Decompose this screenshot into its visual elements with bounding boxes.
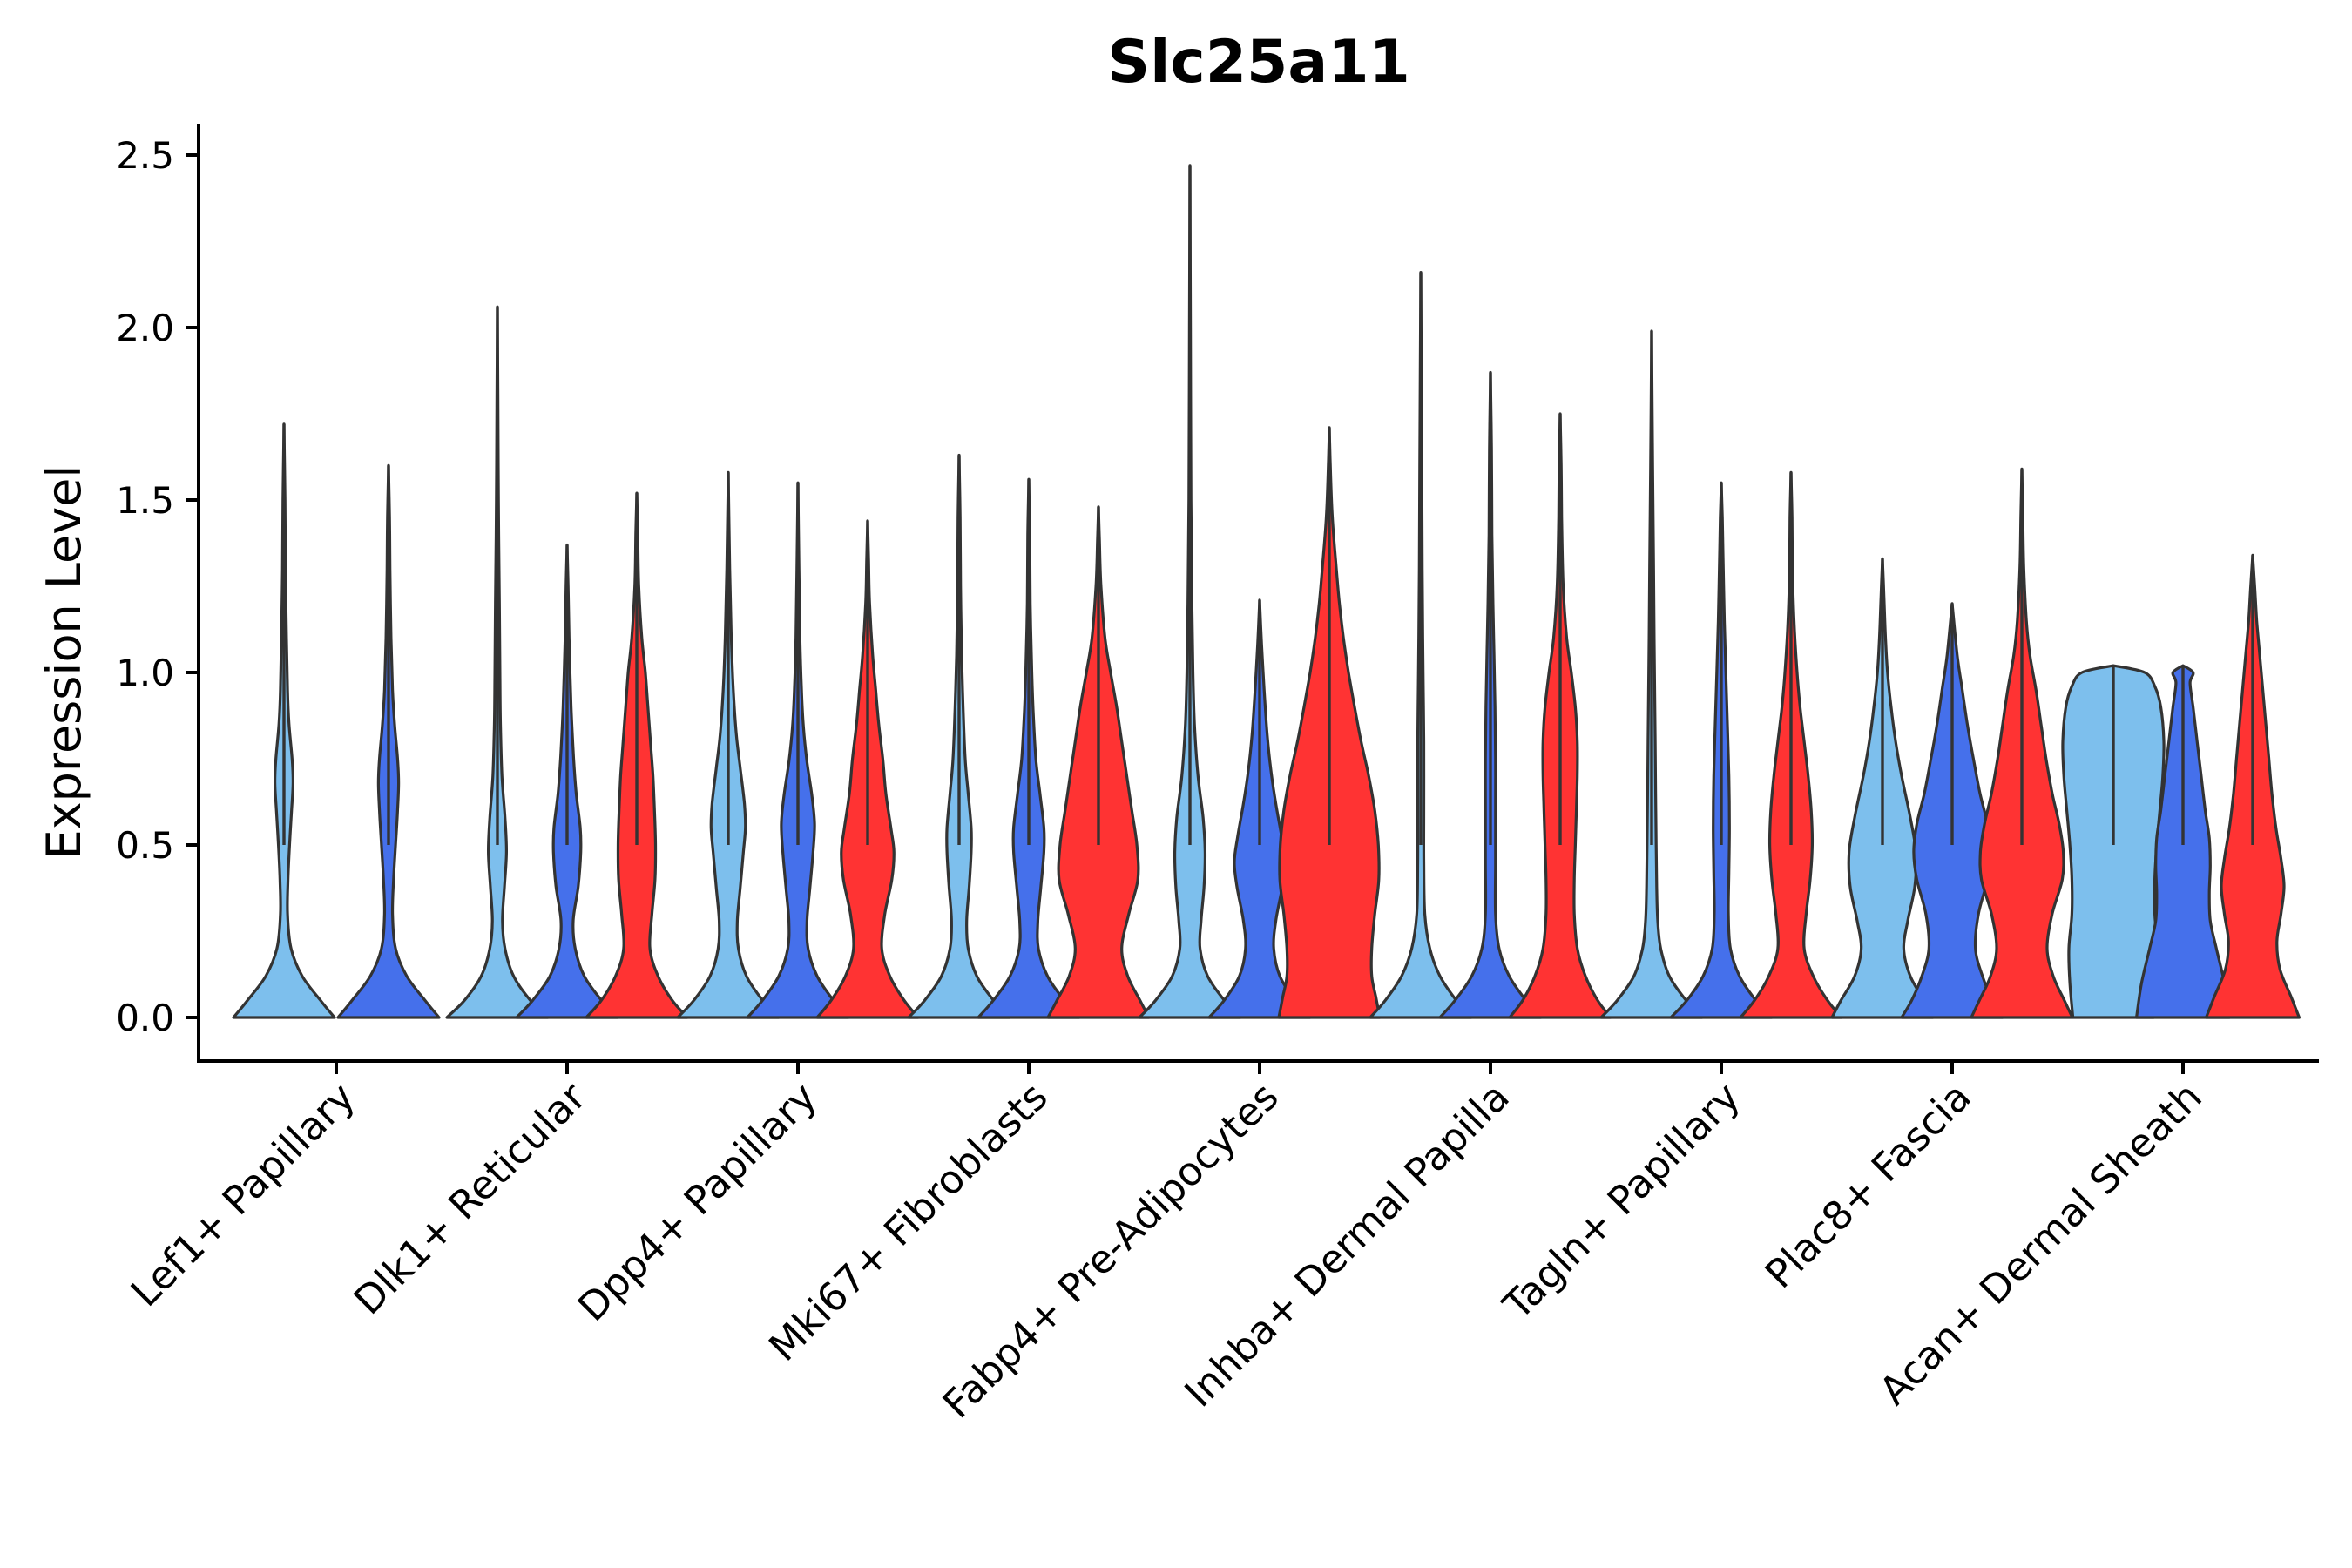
y-tick-label: 0.5 xyxy=(116,824,174,867)
x-tick-label: Dpp4+ Papillary xyxy=(569,1073,826,1330)
y-tick-label: 1.0 xyxy=(116,652,174,694)
violin-group xyxy=(232,422,441,1019)
y-axis-label: Expression Level xyxy=(37,465,91,860)
y-tick-label: 2.0 xyxy=(116,307,174,349)
violin-group xyxy=(676,470,920,1019)
violin-group xyxy=(445,305,689,1019)
x-tick-label: Plac8+ Fascia xyxy=(1756,1073,1980,1297)
violin-group xyxy=(1830,467,2074,1019)
x-tick-label: Tagln+ Papillary xyxy=(1494,1073,1749,1328)
chart-title: Slc25a11 xyxy=(1107,28,1410,97)
violin-group xyxy=(1599,329,1843,1019)
x-tick-label: Dlk1+ Reticular xyxy=(345,1073,595,1323)
violin-group xyxy=(1369,271,1612,1019)
violin-group xyxy=(907,453,1151,1019)
violin-group xyxy=(2061,553,2301,1019)
y-tick-label: 0.0 xyxy=(116,997,174,1039)
y-tick-label: 2.5 xyxy=(116,134,174,177)
violin-group xyxy=(1138,164,1382,1019)
violin-layer xyxy=(232,164,2301,1019)
x-tick-label: Lef1+ Papillary xyxy=(122,1073,364,1315)
y-tick-label: 1.5 xyxy=(116,479,174,522)
y-ticks: 0.0 0.5 1.0 1.5 2.0 2.5 xyxy=(116,134,199,1039)
